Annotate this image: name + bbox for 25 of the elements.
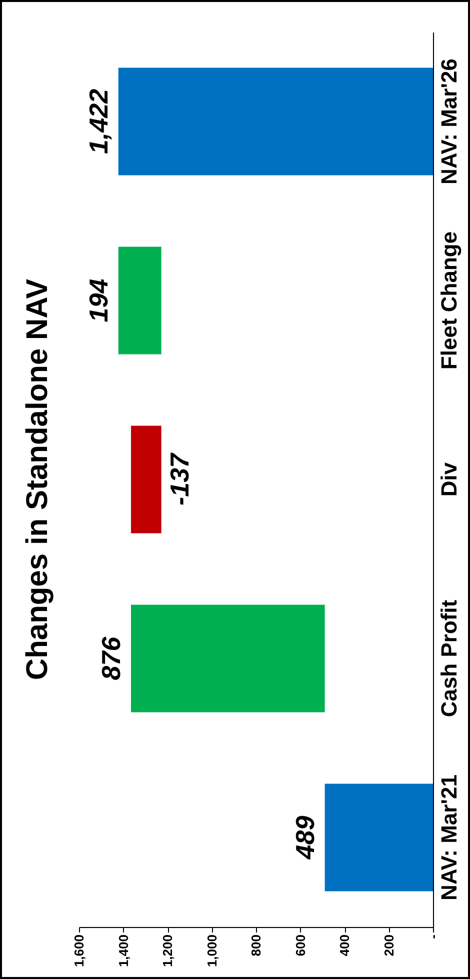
data-label: 194 bbox=[83, 278, 114, 322]
x-tick-label: 400 bbox=[337, 934, 352, 956]
x-tick-label: 1,400 bbox=[116, 934, 131, 968]
x-tick-label: 200 bbox=[381, 934, 396, 956]
x-tick-label: 1,200 bbox=[160, 934, 175, 968]
bar bbox=[130, 426, 162, 534]
x-tick-label: 1,000 bbox=[204, 934, 220, 968]
y-tick-label: Cash Profit bbox=[436, 599, 462, 718]
y-tick-label: NAV: Mar'26 bbox=[436, 58, 462, 184]
data-label: 876 bbox=[96, 636, 126, 680]
data-label: -137 bbox=[164, 452, 194, 506]
x-tick-label: 600 bbox=[292, 934, 308, 956]
text: Changes in Standalone NAV bbox=[21, 278, 54, 680]
data-label: 1,422 bbox=[83, 88, 114, 154]
bar bbox=[118, 246, 162, 354]
bar bbox=[118, 68, 433, 176]
y-tick-label: NAV: Mar'21 bbox=[436, 774, 462, 900]
y-tick-label: Div bbox=[436, 462, 462, 497]
y-tick-label: Fleet Change bbox=[436, 231, 462, 370]
data-label: 489 bbox=[290, 815, 320, 860]
bar bbox=[130, 604, 325, 712]
x-tick-label: 800 bbox=[248, 934, 264, 956]
bar bbox=[324, 784, 433, 892]
x-tick-label: 1,600 bbox=[72, 934, 86, 968]
x-tick-label: - bbox=[426, 934, 440, 939]
